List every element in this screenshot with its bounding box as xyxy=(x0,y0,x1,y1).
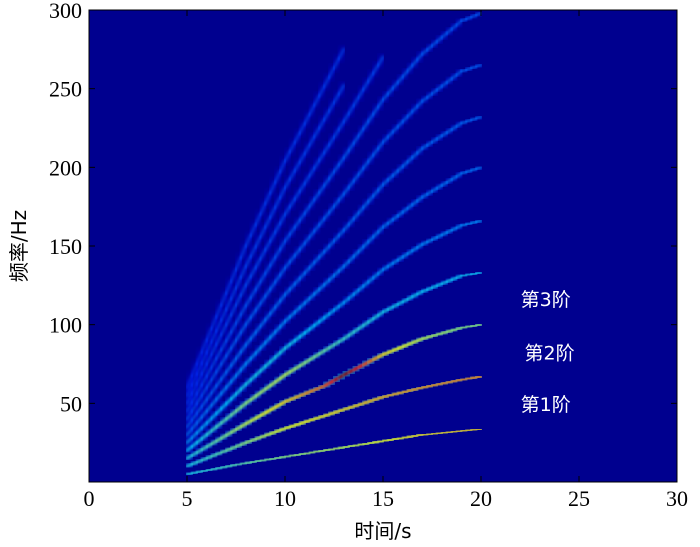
y-axis-label: 频率/Hz xyxy=(7,210,31,282)
x-tick-label: 25 xyxy=(568,486,590,511)
y-tick-label: 50 xyxy=(60,391,82,416)
curve-segment xyxy=(337,84,346,96)
x-tick-label: 20 xyxy=(470,486,492,511)
mode-label: 第1阶 xyxy=(521,394,571,416)
x-axis-ticks: 0 5 10 15 20 25 30 xyxy=(84,10,688,511)
harmonic-curve-12 xyxy=(183,45,348,392)
plot-area xyxy=(88,9,678,483)
harmonic-curve-1 xyxy=(183,425,677,478)
mode-label: 第2阶 xyxy=(525,342,575,364)
mode-label: 第3阶 xyxy=(521,289,571,311)
y-tick-label: 250 xyxy=(49,77,82,102)
y-tick-label: 200 xyxy=(49,155,82,180)
y-tick-label: 150 xyxy=(49,234,82,259)
y-tick-label: 100 xyxy=(49,313,82,338)
y-tick-label: 300 xyxy=(49,0,82,23)
harmonic-curve-7 xyxy=(183,113,677,431)
mode-annotations: 第1阶 第2阶 第3阶 xyxy=(521,289,575,416)
x-axis-label: 时间/s xyxy=(354,519,411,543)
harmonic-curve-2 xyxy=(183,373,677,470)
x-tick-label: 30 xyxy=(666,486,688,511)
curve-segment xyxy=(337,47,346,61)
harmonic-curve-8 xyxy=(183,61,677,423)
frequency-curves xyxy=(183,10,677,478)
harmonic-curve-10 xyxy=(183,53,387,407)
x-tick-label: 15 xyxy=(372,486,394,511)
x-tick-label: 0 xyxy=(84,486,95,511)
harmonic-curve-11 xyxy=(183,82,348,399)
plot-background xyxy=(89,10,677,482)
curve-segment xyxy=(376,55,385,67)
harmonic-curve-5 xyxy=(183,217,677,447)
x-tick-label: 10 xyxy=(274,486,296,511)
harmonic-curve-4 xyxy=(183,269,677,455)
y-axis-ticks: 50 100 150 200 250 300 xyxy=(49,0,677,416)
harmonic-curve-3 xyxy=(183,321,677,462)
x-tick-label: 5 xyxy=(182,486,193,511)
harmonic-curve-9 xyxy=(183,10,677,415)
